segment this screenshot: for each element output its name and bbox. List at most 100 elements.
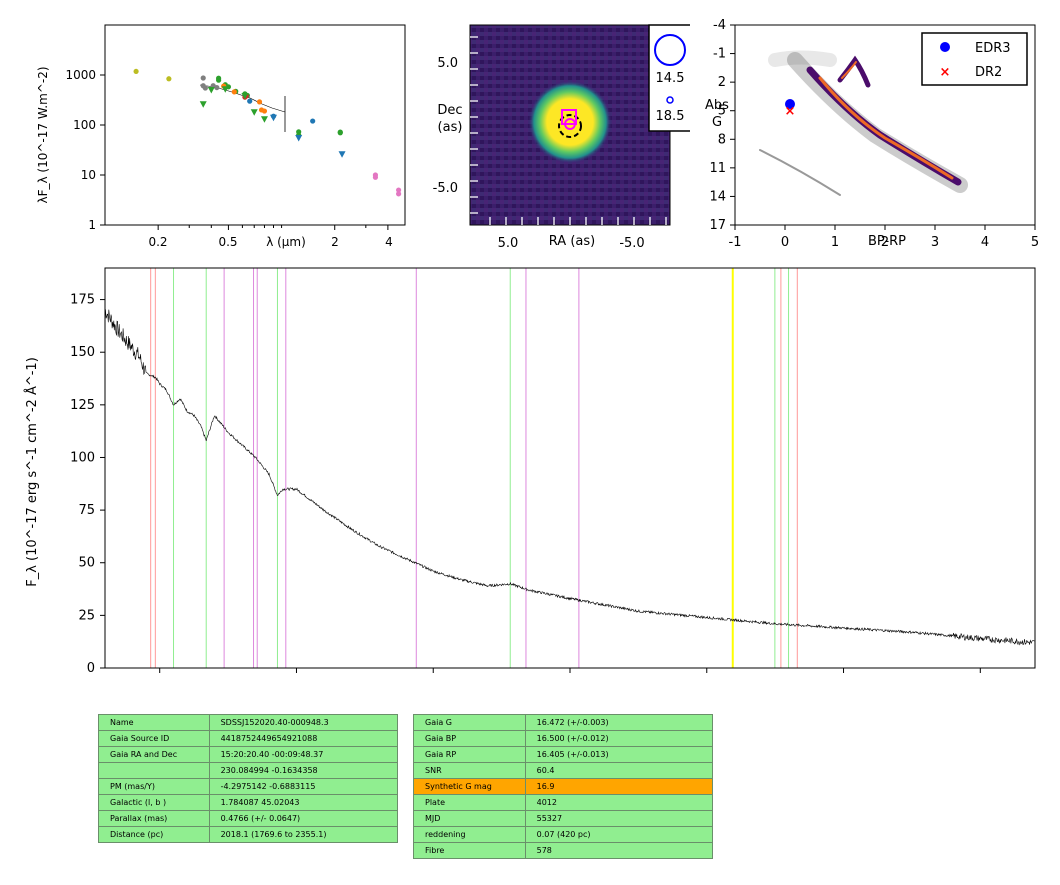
sed-xtick-4: 4 [385,235,393,249]
legend-edr3-marker [940,42,950,52]
info-row: Gaia G 16.472 (+/-0.003) [413,714,714,731]
spectrum-axes-frame [104,267,1036,669]
spectrum-ytick-label: 25 [78,608,95,623]
sed-upper-limit-point [260,116,268,123]
info-value: 15:20:20.40 -00:09:48.37 [208,746,399,763]
cutout-xtick-5: 5.0 [498,236,519,251]
info-table-right: Gaia G 16.472 (+/-0.003) Gaia BP 16.500 (+/… [413,714,714,859]
info-key: Plate [413,794,526,811]
info-key: Distance (pc) [98,826,210,843]
sed-upper-limit-point [295,134,303,142]
hrd-ytick-label: 11 [709,161,726,176]
cutout-ytick-m5: -5.0 [433,181,458,196]
info-value: 16.405 (+/-0.013) [524,746,714,763]
sed-upper-limit-point [199,101,207,108]
hrd-points: × [785,99,796,119]
hrd-ytick-label: -4 [713,18,726,33]
sed-photometry-point [310,118,316,124]
sed-upper-limit-point [221,86,229,93]
spectrum-ytick-label: 125 [70,398,95,413]
info-row: Gaia Source ID 4418752449654921088 [98,730,399,747]
hrd-xlabel: BP-RP [868,234,906,249]
legend-mag-18: 18.5 [656,109,685,124]
hrd-ytick-labels: -4 -1 2 5 8 11 14 17 [709,18,726,233]
info-row: Distance (pc) 2018.1 (1769.6 to 2355.1) [98,826,399,843]
cutout-xtick-m5: -5.0 [619,236,644,251]
sed-photometry-point [133,68,139,75]
spectrum-ytick-label: 175 [70,293,95,308]
sed-photometry-point [231,89,237,95]
cutout-ticks [470,36,667,225]
info-value: 4418752449654921088 [208,730,399,747]
info-row: Plate 4012 [413,794,714,811]
spectrum-ytick-label: 50 [78,556,95,571]
spectrum-ytick-label: 0 [87,661,95,676]
hrd-ylabel-1: Abs [705,98,729,113]
legend-dr2-marker: × [940,65,951,80]
spectrum-curve [104,309,1035,646]
info-value: 1.784087 45.02043 [208,794,399,811]
cutout-legend: 14.5 18.5 [648,24,690,132]
info-value: -4.2975142 -0.6883115 [208,778,399,795]
info-value: 2018.1 (1769.6 to 2355.1) [208,826,399,843]
info-row: Gaia RP 16.405 (+/-0.013) [413,746,714,763]
cutout-ytick-5: 5.0 [437,56,458,71]
cutout-xlabel: RA (as) [549,234,595,249]
spectrum-ticks [100,299,981,673]
sed-photometry-point [166,76,172,82]
info-key: Name [98,714,210,731]
sed-upper-limit-point [241,93,249,100]
sed-ytick-10: 10 [81,168,96,182]
sed-xlabel: λ (μm) [266,235,306,249]
spectrum-ylabel: F_λ (10^-17 erg s^-1 cm^-2 Å^-1) [24,357,40,587]
legend-large-circle [654,34,686,66]
sed-photometry-point [202,85,208,91]
cutout-star-glow [528,80,612,164]
hrd-panel: -1 0 1 2 3 4 5 -4 -1 2 5 8 11 14 17 BP-RP Abs G × EDR… [705,18,1039,250]
info-row: reddening 0.07 (420 pc) [413,826,714,843]
sed-axes-frame [104,24,406,226]
info-row: Synthetic G mag 16.9 [413,778,714,795]
sed-ticks [100,74,389,230]
sed-upper-limit-point [338,151,346,158]
info-row: MJD 55327 [413,810,714,827]
hrd-dr2-point: × [785,104,796,119]
info-row: SNR 60.4 [413,762,714,779]
info-row: 230.084994 -0.1634358 [98,762,399,779]
cutout-ylabel-1: Dec [437,103,462,118]
info-value: 0.4766 (+/- 0.0647) [208,810,399,827]
hrd-ytick-label: 2 [718,75,726,90]
hrd-xtick-label: 2 [881,235,889,250]
info-key: reddening [413,826,526,843]
info-row: Fibre 578 [413,842,714,859]
spectrum-ytick-label: 150 [70,345,95,360]
info-value: 230.084994 -0.1634358 [208,762,399,779]
hrd-xtick-label: -1 [729,235,742,250]
cutout-circle-marker [564,118,576,130]
info-row: Parallax (mas) 0.4766 (+/- 0.0647) [98,810,399,827]
spectrum-ytick-label: 100 [70,450,95,465]
info-value: 60.4 [524,762,714,779]
info-key [98,762,210,779]
legend-mag-14: 14.5 [656,71,685,86]
sed-xtick-2: 2 [331,235,339,249]
sed-points [133,68,402,197]
sed-photometry-point [396,187,402,193]
sed-photometry-point [200,75,206,81]
hrd-ytick-label: 14 [709,189,726,204]
hrd-ytick-label: 8 [718,132,726,147]
info-value: 0.07 (420 pc) [524,826,714,843]
legend-dr2-label: DR2 [975,65,1002,80]
info-key: Galactic (l, b ) [98,794,210,811]
hrd-ytick-label: -1 [713,47,726,62]
sed-photometry-point [216,77,222,83]
info-value: 578 [524,842,714,859]
info-value: 4012 [524,794,714,811]
sed-upper-limit-point [250,109,258,116]
info-key: Synthetic G mag [413,778,526,795]
info-row: Gaia RA and Dec 15:20:20.40 -00:09:48.37 [98,746,399,763]
hrd-ytick-label: 17 [709,218,726,233]
sed-ytick-100: 100 [73,118,96,132]
legend-edr3-label: EDR3 [975,41,1011,56]
info-key: MJD [413,810,526,827]
